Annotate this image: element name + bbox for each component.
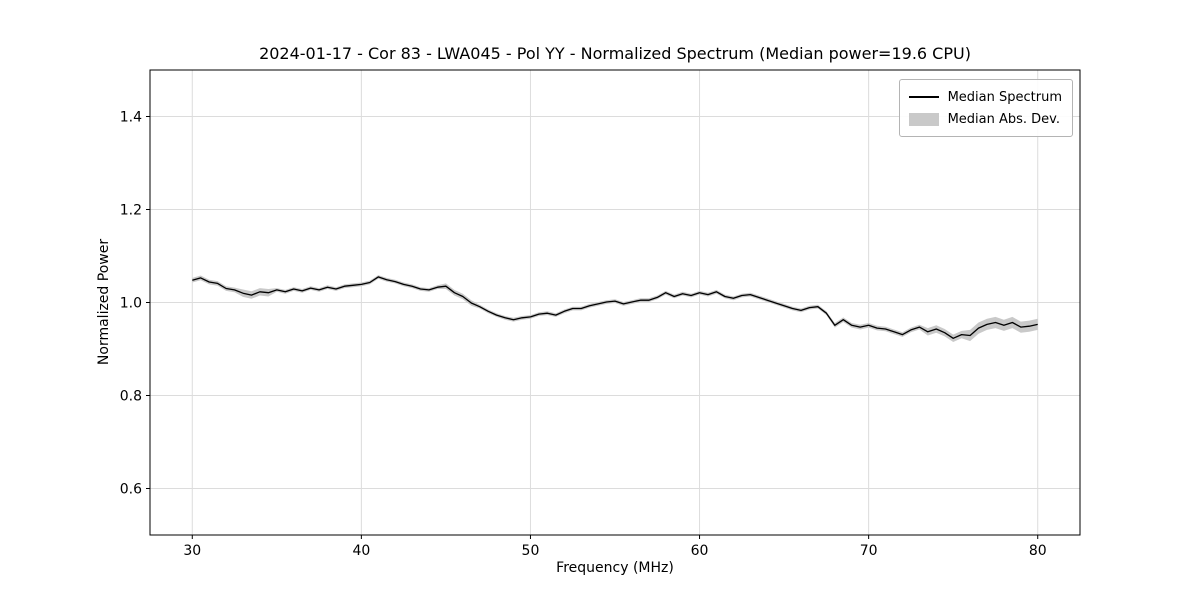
x-tick-label: 50 — [522, 543, 540, 559]
x-tick-label: 60 — [691, 543, 709, 559]
median-abs-dev-band-swatch — [908, 112, 939, 126]
median-spectrum-line — [192, 276, 1038, 339]
x-tick-label: 70 — [860, 543, 878, 559]
legend-label-median-spectrum: Median Spectrum — [947, 89, 1062, 105]
x-axis-label: Frequency (MHz) — [556, 560, 674, 576]
legend-entry-median-spectrum: Median Spectrum — [908, 86, 1062, 108]
y-tick-label: 1.2 — [120, 203, 142, 219]
x-tick-label: 80 — [1029, 543, 1047, 559]
y-tick-label: 1.0 — [120, 296, 142, 312]
median-spectrum-line-swatch — [908, 96, 939, 98]
y-tick-label: 0.8 — [120, 389, 142, 405]
y-axis-label: Normalized Power — [96, 238, 112, 366]
mad-band — [192, 275, 1038, 342]
legend-label-median-abs-dev: Median Abs. Dev. — [947, 111, 1061, 127]
legend: Median Spectrum Median Abs. Dev. — [898, 79, 1073, 137]
y-tick-label: 0.6 — [120, 482, 142, 498]
x-tick-label: 30 — [183, 543, 201, 559]
x-tick-label: 40 — [352, 543, 370, 559]
chart-title: 2024-01-17 - Cor 83 - LWA045 - Pol YY - … — [259, 44, 971, 63]
legend-entry-median-abs-dev: Median Abs. Dev. — [908, 108, 1062, 130]
y-tick-label: 1.4 — [120, 110, 142, 126]
